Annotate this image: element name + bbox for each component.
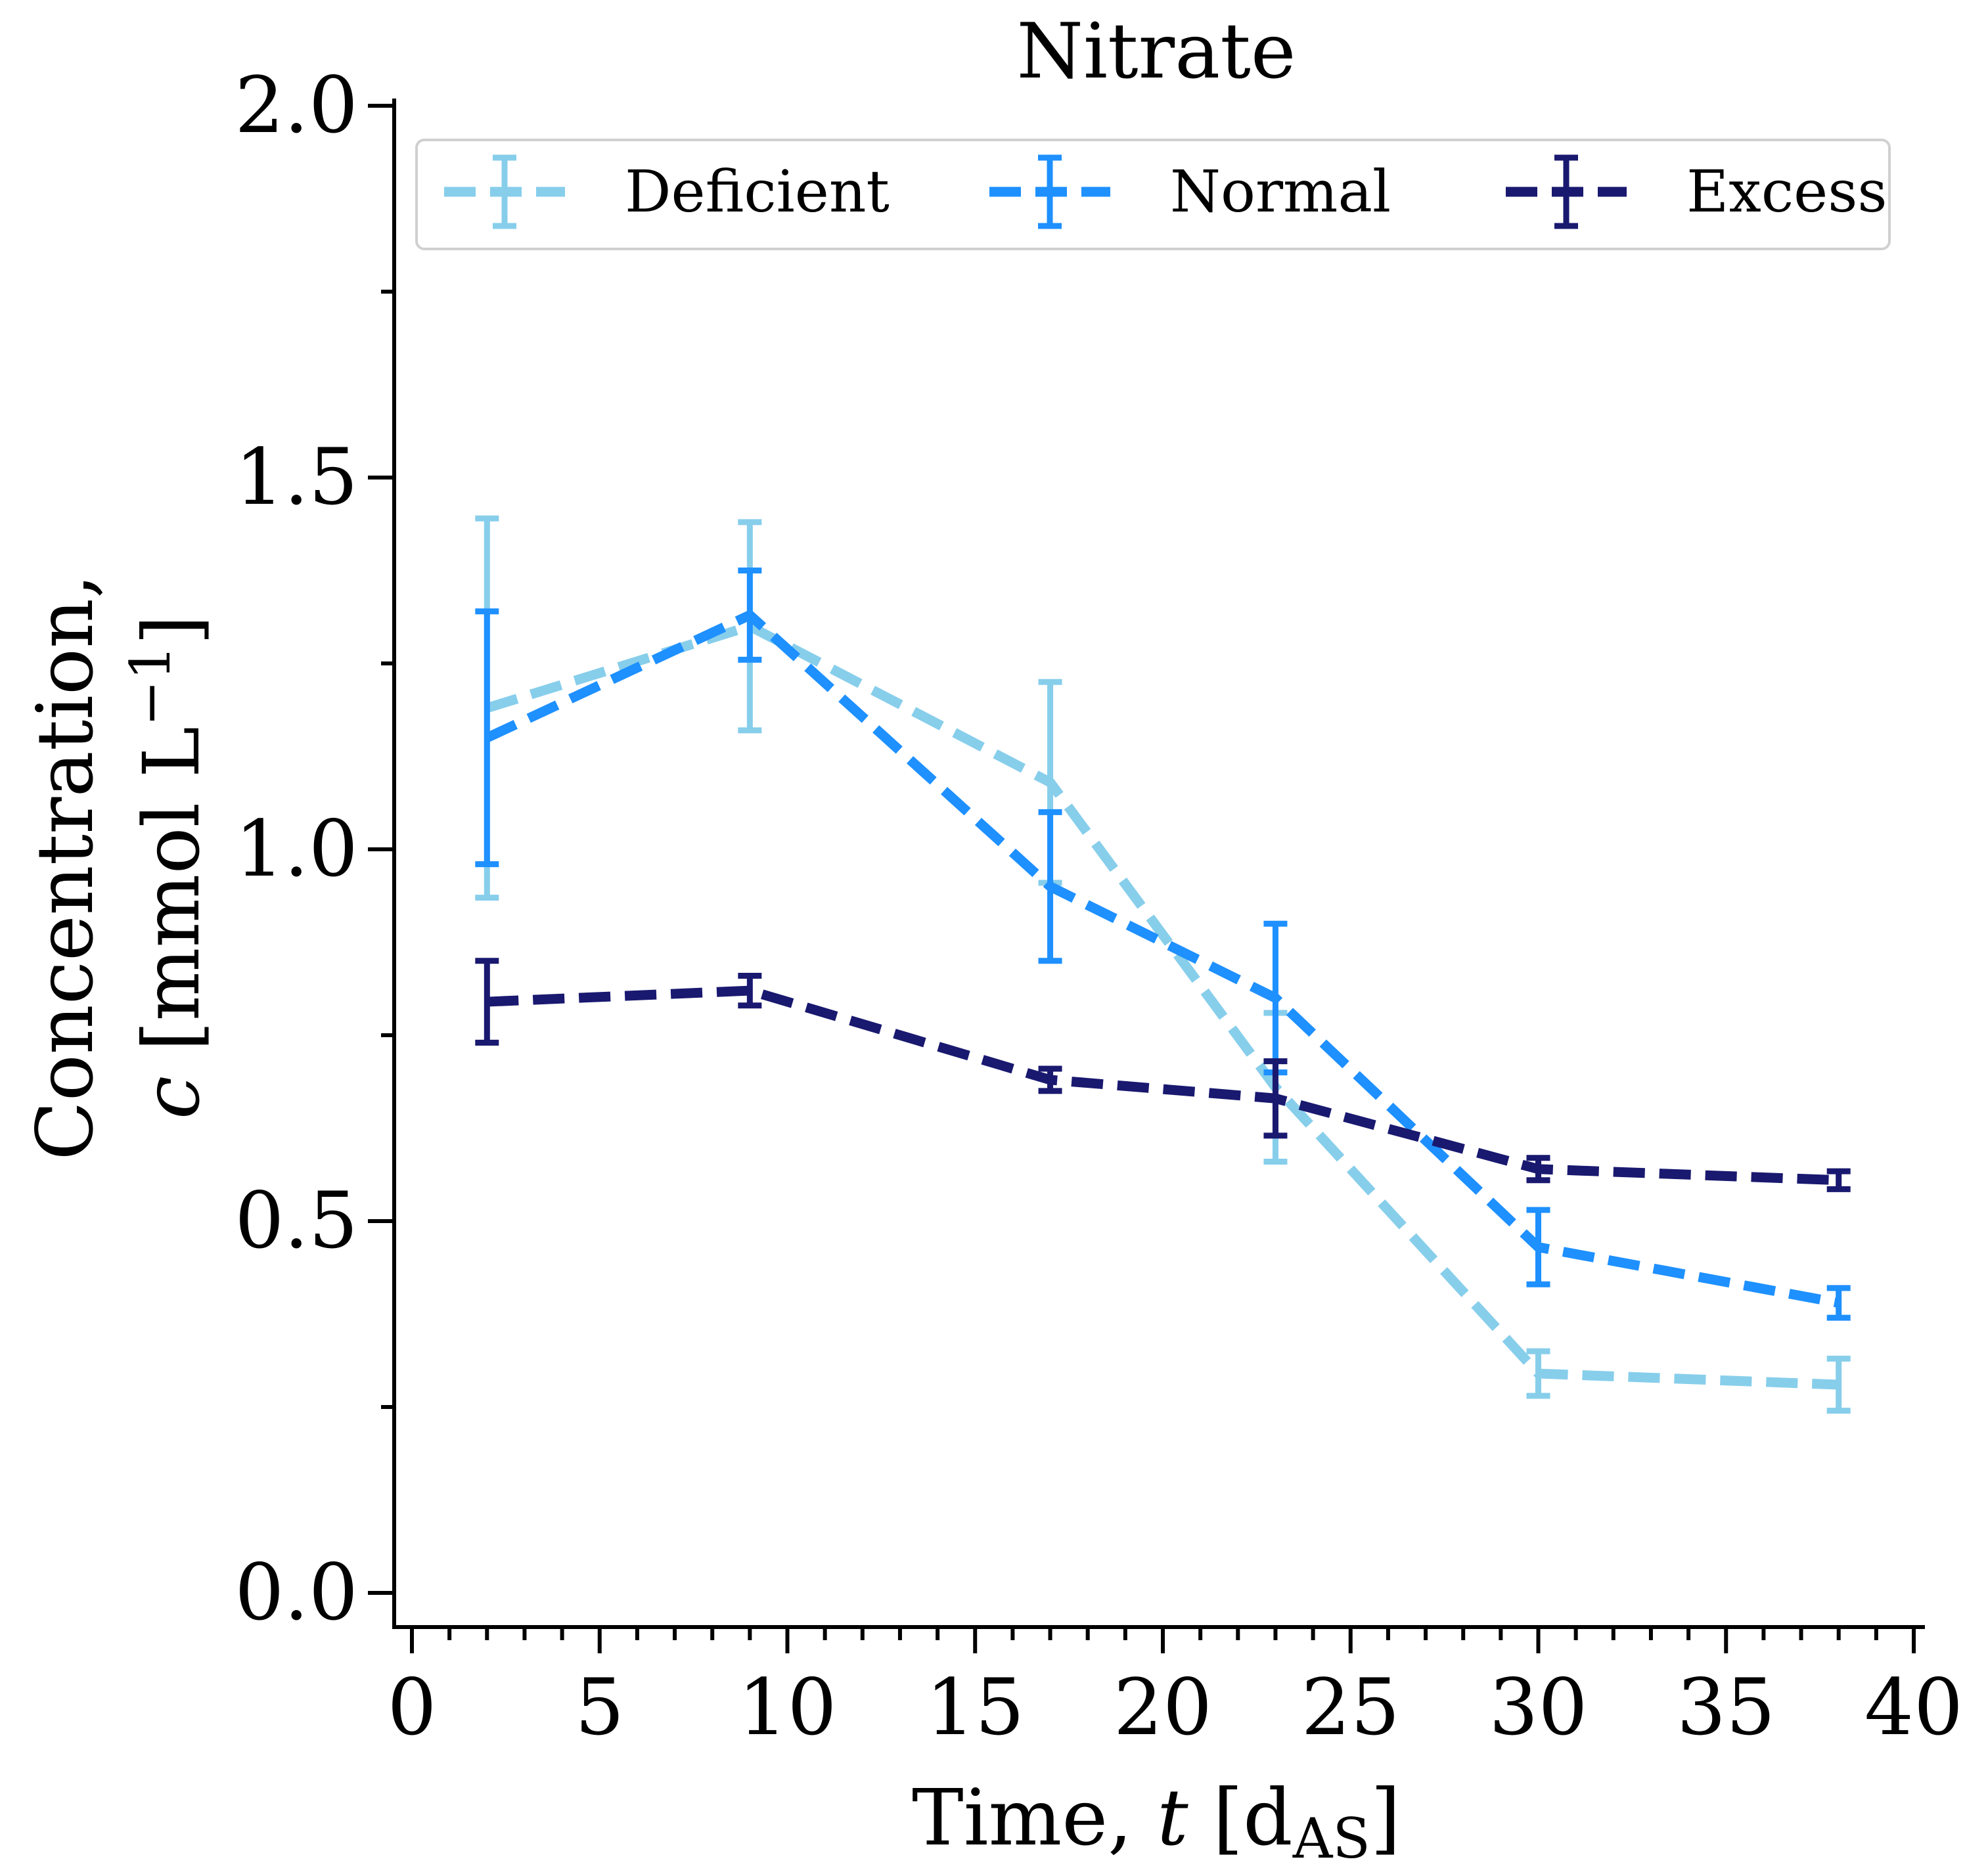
legend-label-normal: Normal <box>1170 158 1391 225</box>
y-tick-label: 0.5 <box>235 1175 358 1266</box>
legend-label-excess: Excess <box>1686 158 1887 225</box>
errorbar-deficient <box>1826 1355 1851 1414</box>
x-tick-label: 30 <box>1489 1662 1587 1753</box>
errorbar-normal <box>1526 1207 1550 1287</box>
y-axis-title-line2: c [mmol L−1] <box>118 615 217 1119</box>
x-tick-label: 15 <box>926 1662 1024 1753</box>
errorbar-excess <box>475 958 499 1046</box>
x-tick-label: 25 <box>1301 1662 1400 1753</box>
series-line-deficient <box>486 621 1839 1390</box>
errorbar-excess <box>1038 1065 1062 1094</box>
errorbar-normal <box>738 568 762 663</box>
x-tick-label: 40 <box>1864 1662 1963 1753</box>
y-tick-label: 2.0 <box>235 60 358 150</box>
legend-label-deficient: Deficient <box>625 158 890 225</box>
y-axis: 0.0 0.5 1.0 1.5 2.0 <box>235 60 396 1638</box>
legend-item-excess: Excess <box>1506 154 1887 229</box>
plot-area <box>475 515 1851 1414</box>
series-normal <box>475 568 1851 1321</box>
series-line-normal <box>485 610 1840 1308</box>
legend-box <box>415 139 1891 250</box>
x-tick-label: 20 <box>1114 1662 1212 1753</box>
x-tick-label: 10 <box>738 1662 836 1753</box>
x-axis-title: Time, t [dAS] <box>912 1772 1401 1871</box>
x-axis: 0 5 10 15 20 25 30 35 40 <box>387 1625 1963 1753</box>
y-axis-title: Concentration, c [mmol L−1] <box>20 573 217 1160</box>
errorbar-excess <box>1826 1168 1851 1192</box>
legend: Deficient Normal Excess <box>415 139 1891 250</box>
errorbar-deficient <box>1526 1348 1550 1399</box>
legend-item-normal: Normal <box>989 154 1391 229</box>
y-tick-label: 1.0 <box>235 803 358 894</box>
x-tick-label: 35 <box>1677 1662 1775 1753</box>
y-tick-label: 1.5 <box>235 432 358 522</box>
y-tick-label: 0.0 <box>235 1547 358 1638</box>
series-line-excess <box>486 985 1839 1186</box>
errorbar-normal <box>1038 809 1062 964</box>
errorbar-excess <box>1526 1155 1550 1184</box>
errorbar-excess <box>738 972 762 1009</box>
errorbar-normal <box>1826 1285 1851 1321</box>
series-excess <box>475 958 1851 1192</box>
errorbar-excess <box>1263 1058 1288 1139</box>
y-axis-title-line1: Concentration, <box>20 573 110 1160</box>
legend-item-deficient: Deficient <box>444 154 890 229</box>
chart-title: Nitrate <box>1016 7 1296 96</box>
x-tick-label: 5 <box>575 1662 624 1753</box>
x-tick-label: 0 <box>387 1662 436 1753</box>
errorbar-normal <box>475 608 499 868</box>
